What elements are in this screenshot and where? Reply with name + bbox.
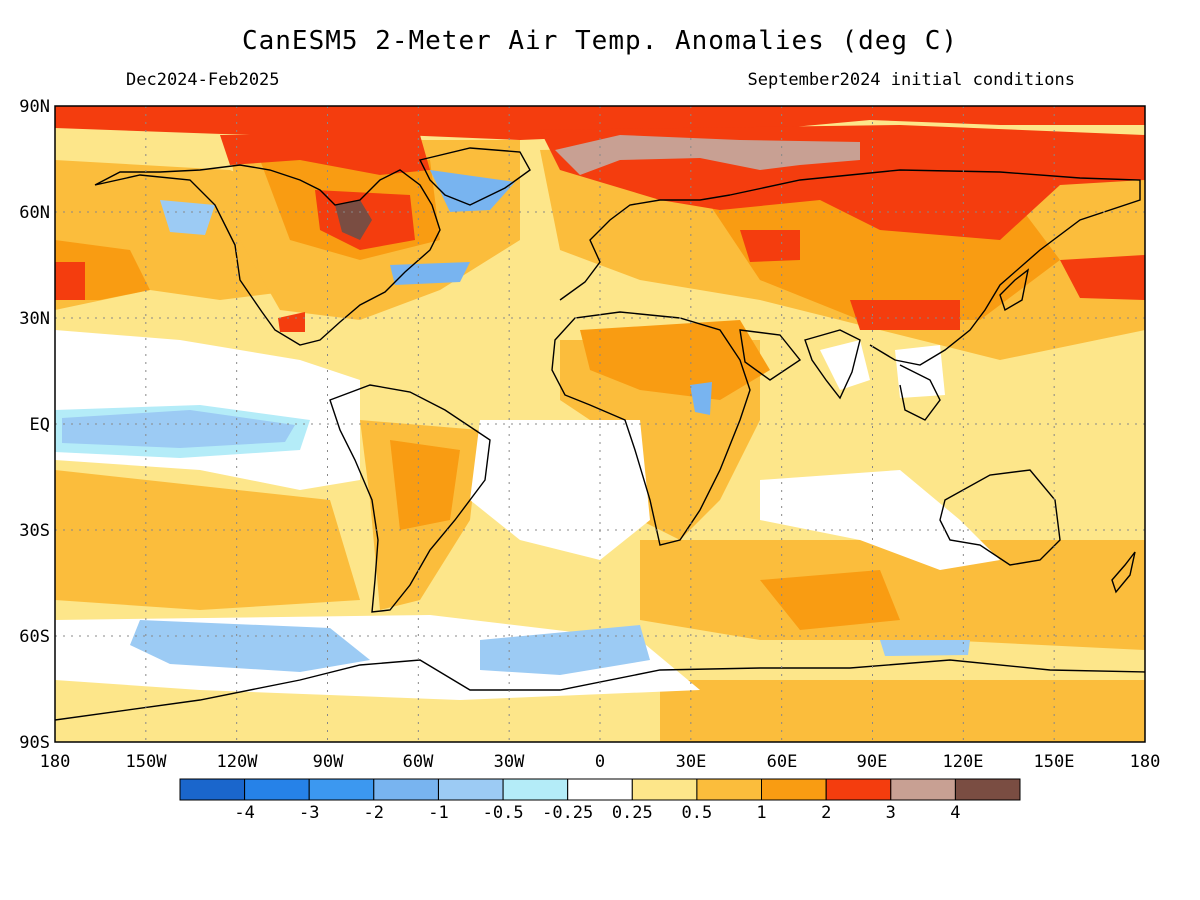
colorbar-box-4 [438,778,504,801]
lon-label-150e: 150E [1034,752,1075,772]
forecast-period: Dec2024-Feb2025 [126,70,280,90]
initial-conditions: September2024 initial conditions [747,70,1075,90]
lon-label-90w: 90W [313,752,344,772]
colorbar-label-10: 3 [886,803,896,823]
field-warm-mid-south-pacific [55,470,360,610]
lon-label-120e: 120E [943,752,984,772]
lon-label-0: 0 [595,752,605,772]
colorbar-box-9 [761,778,827,801]
lon-label-150w: 150W [126,752,168,772]
field-warm-brazil [390,440,460,530]
colorbar-label-6: 0.25 [612,803,653,823]
lat-label-60n: 60N [19,203,50,223]
coastline-arabia [739,329,802,381]
field-warm-mid-south-atlantic [640,540,1145,650]
field-extreme-hudson [335,200,372,240]
coastline-japan [999,268,1030,312]
coastline-antarctica [55,659,1145,721]
field-cool-labrador [430,170,515,212]
colorbar-box-2 [308,778,375,801]
field-hot-pacific-coast [850,300,960,330]
colorbar-box-7 [631,778,698,801]
colorbar-label-4: -0.5 [483,803,524,823]
field-neutral-indian-ocean [760,470,1000,570]
field-cool-bering [160,200,215,235]
field-warm-sahara [580,320,770,400]
colorbar: -4 -3 -2 -1 -0.5 -0.25 0.25 0.5 1 2 3 4 [179,778,1021,823]
colorbar-box-5 [502,778,569,801]
colorbar-box-6 [567,778,633,801]
lon-label-60e: 60E [767,752,798,772]
lon-label-30w: 30W [494,752,525,772]
lon-label-90e: 90E [857,752,888,772]
field-hot-north-pacific [55,262,85,300]
colorbar-label-11: 4 [950,803,960,823]
lon-label-30e: 30E [676,752,707,772]
lat-label-60s: 60S [19,627,50,647]
latitude-axis: 90N 60N 30N EQ 30S 60S 90S [19,97,50,753]
field-hot-arctic-canada [220,135,430,175]
map-title: CanESM5 2-Meter Air Temp. Anomalies (deg… [241,26,959,56]
lon-label-180w: 180 [40,752,71,772]
field-very-hot-barents [555,135,860,175]
coastline-southeast-asia [899,364,941,421]
coastline-australia [939,469,1061,566]
colorbar-box-0 [179,778,246,801]
colorbar-box-3 [373,778,439,801]
field-cool-southern-indian [880,640,970,656]
colorbar-box-1 [244,778,310,801]
field-hot-central-asia [740,230,800,262]
gridlines [55,106,1145,742]
field-cool-southern-pacific [130,620,370,672]
lon-label-180e: 180 [1130,752,1161,772]
lat-label-30s: 30S [19,521,50,541]
field-warm-southern-ocean [760,570,900,630]
colorbar-label-3: -1 [428,803,448,823]
colorbar-label-0: -4 [234,803,254,823]
field-neutral-south-atlantic [470,420,650,560]
colorbar-box-12 [954,778,1021,801]
colorbar-label-2: -2 [364,803,384,823]
field-neutral-southeast-asia [895,345,945,398]
coastline-north-america [94,164,441,346]
lat-label-90s: 90S [19,733,50,753]
coastline-greenland [418,147,531,206]
longitude-axis: 180 150W 120W 90W 60W 30W 0 30E 60E 90E … [40,752,1161,772]
colorbar-label-5: -0.25 [542,803,593,823]
lat-label-30n: 30N [19,309,50,329]
field-cool-north-atlantic [390,262,470,285]
field-cool-drake-passage [480,625,650,675]
coastline-south-america [329,384,491,613]
colorbar-label-1: -3 [299,803,319,823]
lat-label-90n: 90N [19,97,50,117]
field-warm-mid-antarctic [660,680,1145,742]
coastline-europe [559,194,731,301]
colorbar-label-8: 1 [756,803,766,823]
coastline-east-asia [729,169,1141,366]
map-frame [54,105,1146,743]
lat-label-eq: EQ [30,415,50,435]
colorbar-label-7: 0.5 [682,803,713,823]
lon-label-60w: 60W [403,752,434,772]
coastline-new-zealand [1111,551,1136,594]
field-cool-east-africa [690,382,712,415]
colorbar-label-9: 2 [821,803,831,823]
field-hot-east-asia [1060,255,1145,300]
field-hot-gulf [278,312,305,332]
colorbar-box-11 [890,778,956,801]
colorbar-box-10 [825,778,892,801]
lon-label-120w: 120W [217,752,259,772]
colorbar-box-8 [696,778,763,801]
coastline-india [804,329,861,400]
